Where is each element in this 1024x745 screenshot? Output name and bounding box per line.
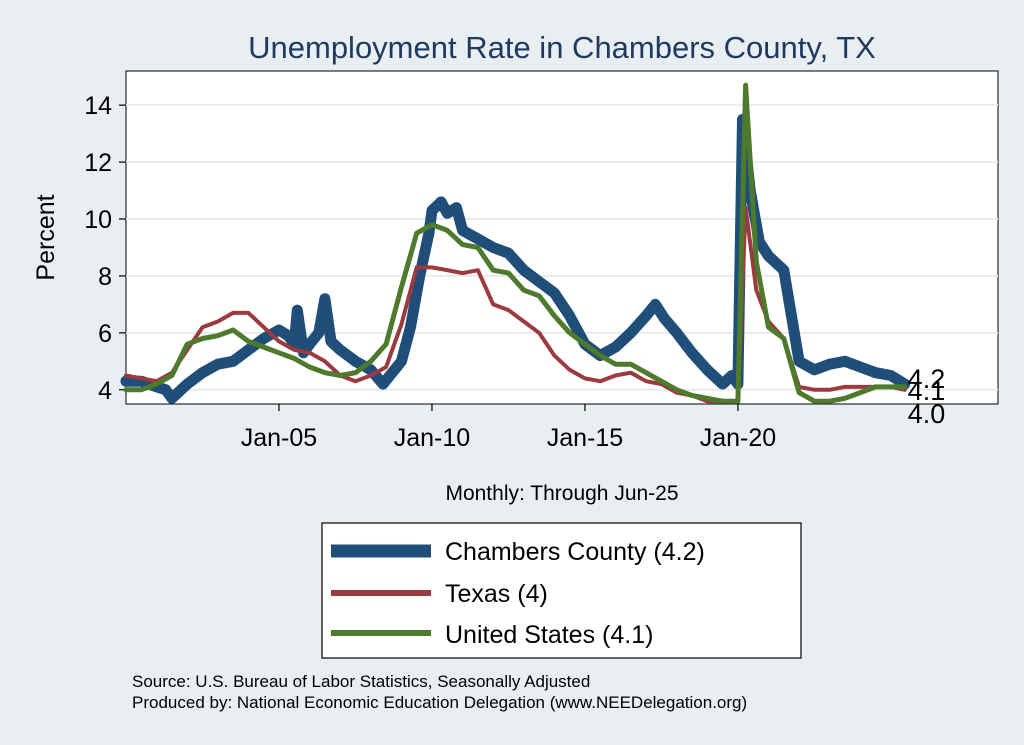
source-line: Source: U.S. Bureau of Labor Statistics,… (132, 672, 590, 691)
axes: 4 6 8 10 12 14 Jan-05 Jan-10 Jan-15 Jan-20 (84, 92, 776, 452)
y-tick-label-8: 8 (98, 263, 112, 291)
series-line-texas (124, 205, 907, 404)
producer-line: Produced by: National Economic Education… (132, 693, 747, 712)
legend-label-chambers: Chambers County (4.2) (445, 538, 705, 566)
legend: Chambers County (4.2) Texas (4) United S… (321, 522, 802, 659)
x-axis-subtitle: Monthly: Through Jun-25 (445, 482, 678, 505)
plot-area (125, 70, 999, 405)
legend-label-united-states: United States (4.1) (445, 621, 653, 649)
series-line-united-states (123, 82, 908, 404)
x-tick-label-Jan-10: Jan-10 (394, 424, 470, 452)
y-axis-title: Percent (32, 194, 60, 280)
end-value-labels: 4.2 4.04.1 (908, 364, 946, 429)
chart-title: Unemployment Rate in Chambers County, TX (248, 30, 876, 65)
end-label-united-states: 4.1 (908, 376, 946, 406)
end-label-chambers: 4.2 (908, 364, 946, 394)
series-lines (120, 82, 911, 404)
y-tick-label-14: 14 (84, 92, 112, 120)
x-tick-label-Jan-20: Jan-20 (700, 424, 776, 452)
y-tick-label-10: 10 (84, 206, 112, 234)
y-tick-label-4: 4 (98, 377, 112, 405)
x-tick-label-Jan-05: Jan-05 (241, 424, 317, 452)
y-tick-label-6: 6 (98, 320, 112, 348)
x-tick-label-Jan-15: Jan-15 (547, 424, 623, 452)
y-tick-label-12: 12 (84, 149, 112, 177)
legend-label-texas: Texas (4) (445, 580, 548, 608)
end-label-texas: 4.0 (908, 399, 946, 429)
